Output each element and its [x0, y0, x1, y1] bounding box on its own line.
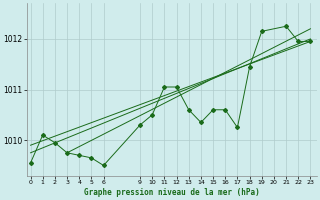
X-axis label: Graphe pression niveau de la mer (hPa): Graphe pression niveau de la mer (hPa)	[84, 188, 260, 197]
